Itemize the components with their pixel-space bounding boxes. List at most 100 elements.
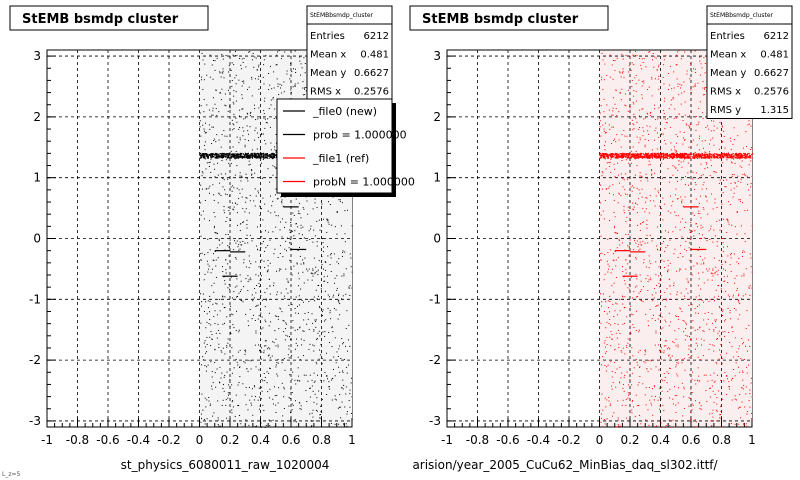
data-point	[722, 141, 724, 143]
data-point	[707, 270, 709, 272]
data-point	[252, 59, 254, 61]
data-point	[617, 417, 619, 419]
data-point	[326, 219, 328, 221]
data-point	[600, 305, 602, 307]
data-point	[614, 348, 616, 350]
data-point	[672, 341, 674, 343]
data-point	[223, 276, 225, 278]
data-point	[204, 254, 206, 256]
data-point	[257, 190, 259, 192]
band-point	[619, 155, 621, 157]
data-point	[267, 210, 269, 212]
data-point	[629, 288, 631, 290]
data-point	[205, 301, 207, 303]
data-point	[206, 418, 208, 420]
data-point	[277, 316, 279, 318]
data-point	[615, 276, 617, 278]
data-point	[296, 305, 298, 307]
data-point	[650, 360, 652, 362]
data-point	[625, 233, 627, 235]
data-point	[645, 201, 647, 203]
data-point	[601, 252, 603, 254]
band-point	[273, 156, 275, 158]
data-point	[707, 318, 709, 320]
data-point	[291, 409, 293, 411]
band-point	[263, 154, 265, 156]
data-point	[648, 140, 650, 142]
data-point	[702, 117, 704, 119]
data-point	[310, 228, 312, 230]
data-point	[240, 289, 242, 291]
data-point	[670, 142, 672, 144]
data-point	[621, 404, 623, 406]
data-point	[246, 219, 248, 221]
data-point	[692, 327, 694, 329]
data-point	[291, 378, 293, 380]
data-point	[202, 124, 204, 126]
data-point	[276, 294, 278, 296]
data-point	[683, 331, 685, 333]
data-point	[311, 272, 313, 274]
data-point	[706, 200, 708, 202]
data-point	[206, 336, 208, 338]
data-point	[236, 285, 238, 287]
data-point	[213, 163, 215, 165]
data-point	[202, 59, 204, 61]
band-point	[266, 154, 268, 156]
data-point	[326, 275, 328, 277]
data-point	[222, 186, 224, 188]
data-point	[313, 296, 315, 298]
data-point	[312, 322, 314, 324]
data-point	[303, 263, 305, 265]
data-point	[264, 203, 266, 205]
data-point	[264, 319, 266, 321]
data-point	[315, 266, 317, 268]
data-point	[733, 187, 735, 189]
data-point	[266, 157, 268, 159]
data-point	[706, 163, 708, 165]
data-point	[635, 117, 637, 119]
data-point	[227, 178, 229, 180]
x-tick-label: 0.2	[620, 433, 639, 447]
data-point	[653, 200, 655, 202]
data-point	[321, 264, 323, 266]
data-point	[250, 279, 252, 281]
data-point	[312, 275, 314, 277]
data-point	[295, 296, 297, 298]
data-point	[651, 174, 653, 176]
data-point	[251, 388, 253, 390]
data-point	[240, 244, 242, 246]
data-point	[646, 125, 648, 127]
data-point	[636, 212, 638, 214]
band-point	[732, 157, 734, 159]
data-point	[633, 327, 635, 329]
data-point	[246, 178, 248, 180]
data-point	[311, 279, 313, 281]
data-point	[313, 350, 315, 352]
data-point	[637, 351, 639, 353]
data-point	[227, 110, 229, 112]
data-point	[692, 68, 694, 70]
data-point	[327, 378, 329, 380]
data-point	[233, 209, 235, 211]
data-point	[266, 382, 268, 384]
data-point	[252, 414, 254, 416]
data-point	[624, 306, 626, 308]
band-point	[231, 156, 233, 158]
data-point	[654, 108, 656, 110]
data-point	[238, 198, 240, 200]
data-point	[697, 212, 699, 214]
band-point	[270, 156, 272, 159]
data-point	[262, 299, 264, 301]
data-point	[639, 366, 641, 368]
data-point	[216, 134, 218, 136]
data-point	[655, 195, 657, 197]
data-point	[687, 172, 689, 174]
band-point	[655, 155, 658, 157]
data-point	[716, 403, 718, 405]
data-point	[624, 283, 626, 285]
data-point	[307, 380, 309, 382]
data-point	[671, 158, 673, 160]
data-point	[742, 388, 744, 390]
data-point	[215, 259, 217, 261]
